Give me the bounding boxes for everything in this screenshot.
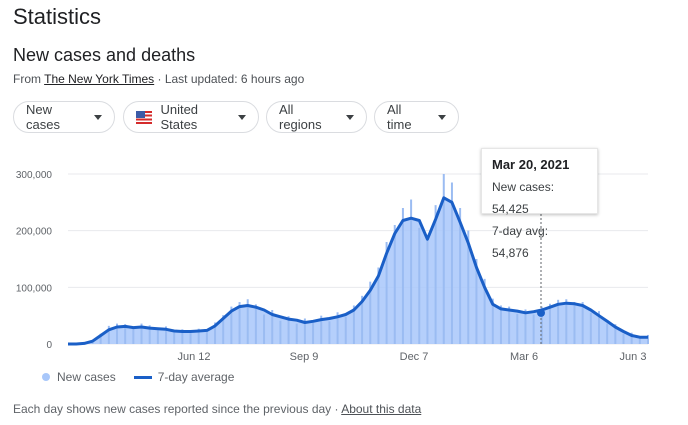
avg-swatch [133, 375, 152, 379]
metric-dropdown[interactable]: New cases [13, 101, 115, 133]
y-tick-label: 200,000 [16, 227, 53, 238]
y-tick-label: 300,000 [16, 170, 53, 181]
highlight-point [537, 308, 545, 317]
last-updated: · Last updated: 6 hours ago [154, 72, 305, 86]
us-flag-icon [136, 110, 153, 124]
source-line: From The New York Times · Last updated: … [13, 72, 304, 86]
region-dropdown[interactable]: All regions [266, 101, 367, 133]
chevron-down-icon [238, 114, 246, 120]
x-tick-label: Sep 9 [290, 351, 319, 363]
about-data-link[interactable]: About this data [341, 402, 422, 416]
footer-note: Each day shows new cases reported since … [13, 402, 421, 416]
tooltip-date: Mar 20, 2021 [492, 157, 570, 172]
legend-new-cases: New cases [57, 370, 116, 384]
time-dropdown-label: All time [387, 102, 412, 132]
x-tick-label: Jun 3 [620, 351, 647, 363]
chart-tooltip: Mar 20, 2021 New cases: 54,425 7-day avg… [481, 148, 598, 260]
footer-text: Each day shows new cases reported since … [13, 402, 332, 416]
tooltip-avg: 7-day avg: 54,876 [492, 224, 549, 260]
section-title: New cases and deaths [13, 45, 196, 65]
chart-legend: New cases 7-day average [42, 370, 234, 384]
y-tick-label: 0 [46, 340, 52, 351]
footer-separator: · [331, 402, 342, 416]
avg-line [68, 196, 648, 346]
metric-dropdown-label: New cases [26, 102, 60, 132]
new-cases-swatch [42, 373, 50, 381]
cases-chart[interactable]: 0 100,000 200,000 300,000 Jun 12 Sep 9 Dec 7 M… [0, 0, 688, 370]
region-dropdown-label: All regions [279, 102, 322, 132]
chevron-down-icon [94, 114, 102, 120]
source-prefix: From [13, 72, 45, 86]
country-dropdown-label: United States [160, 102, 199, 132]
source-link[interactable]: The New York Times [44, 72, 155, 86]
x-tick-label: Jun 12 [177, 351, 210, 363]
legend-avg: 7-day average [157, 370, 235, 384]
y-tick-label: 100,000 [16, 283, 53, 294]
tooltip-new-cases: New cases: 54,425 [492, 180, 555, 216]
x-tick-label: Dec 7 [400, 351, 429, 363]
x-tick-label: Mar 6 [510, 351, 538, 363]
chevron-down-icon [346, 114, 354, 120]
time-dropdown[interactable]: All time [374, 101, 459, 133]
page-title: Statistics [13, 4, 102, 29]
chevron-down-icon [438, 114, 446, 120]
country-dropdown[interactable]: United States [123, 101, 259, 133]
